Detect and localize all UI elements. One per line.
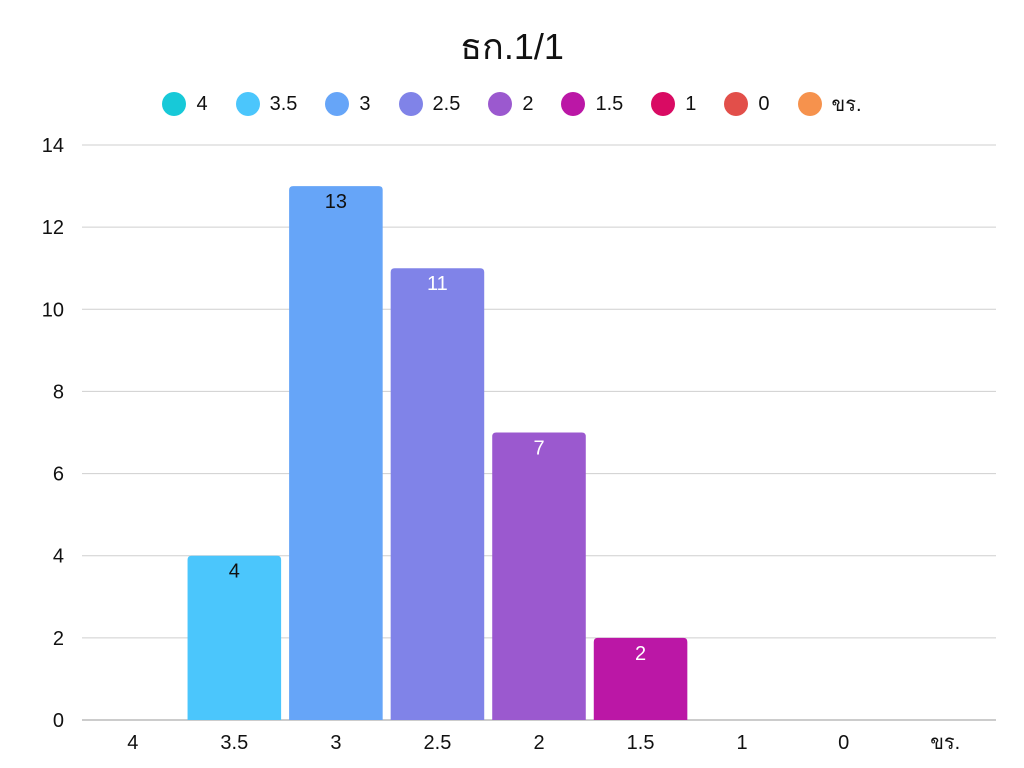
y-tick-label: 6 (53, 464, 64, 486)
y-tick-label: 2 (53, 628, 64, 650)
legend-label: 2.5 (432, 92, 461, 115)
legend-item[interactable]: ขร. (797, 88, 862, 120)
y-tick-label: 10 (42, 299, 64, 321)
x-tick-label: 2.5 (424, 732, 452, 754)
legend-label: 1.5 (595, 92, 624, 115)
legend-swatch-icon (398, 92, 423, 116)
legend-item[interactable]: 3 (325, 92, 371, 116)
legend-label: 2 (522, 92, 534, 115)
x-tick-label: 1 (737, 732, 748, 754)
legend-item[interactable]: 1 (651, 92, 696, 116)
bar[interactable] (390, 268, 485, 720)
y-tick-label: 0 (53, 710, 64, 732)
legend-label: 3.5 (269, 92, 298, 115)
chart-legend: 4 3.5 3 2.5 2 1.5 1 0 ขร. (0, 88, 1024, 120)
bar-value-label: 11 (427, 273, 448, 295)
y-tick-label: 4 (53, 546, 64, 568)
bar[interactable] (492, 432, 586, 721)
legend-swatch-icon (488, 92, 513, 116)
legend-swatch-icon (724, 92, 749, 116)
legend-item[interactable]: 4 (162, 92, 208, 116)
x-tick-label: 4 (127, 732, 138, 754)
y-tick-label: 8 (53, 381, 64, 403)
legend-swatch-icon (651, 92, 676, 116)
y-tick-label: 14 (42, 135, 64, 157)
bar-value-label: 13 (325, 191, 347, 213)
bar[interactable] (187, 555, 282, 720)
legend-label: 4 (196, 92, 208, 115)
legend-swatch-icon (162, 92, 187, 116)
legend-item[interactable]: 1.5 (561, 92, 623, 116)
legend-swatch-icon (235, 92, 260, 116)
legend-label: 0 (758, 92, 770, 115)
bar-value-label: 4 (229, 561, 240, 583)
x-tick-label: 0 (838, 732, 849, 754)
x-tick-label: 2 (533, 732, 544, 754)
bar-value-label: 2 (635, 643, 646, 665)
legend-label: ขร. (831, 94, 862, 116)
x-tick-label: 3 (330, 732, 341, 754)
legend-label: 1 (685, 92, 697, 115)
y-tick-label: 12 (42, 217, 64, 239)
x-tick-label: ขร. (930, 732, 960, 754)
legend-item[interactable]: 3.5 (235, 92, 298, 116)
chart-title: ธก.1/1 (460, 26, 564, 67)
x-tick-label: 3.5 (220, 732, 248, 754)
legend-item[interactable]: 0 (724, 92, 770, 116)
legend-item[interactable]: 2.5 (398, 92, 461, 116)
legend-swatch-icon (325, 92, 350, 116)
bar-value-label: 7 (533, 438, 544, 460)
legend-swatch-icon (797, 92, 822, 116)
bar[interactable] (593, 637, 688, 720)
legend-swatch-icon (561, 92, 586, 116)
x-tick-label: 1.5 (627, 732, 655, 754)
legend-item[interactable]: 2 (488, 92, 533, 116)
bar[interactable] (289, 186, 383, 721)
legend-label: 3 (359, 92, 371, 115)
